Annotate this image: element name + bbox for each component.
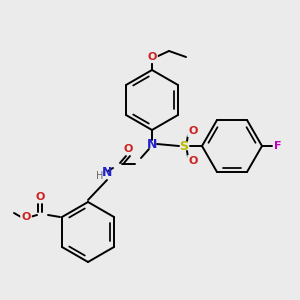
Text: H: H [96,171,104,181]
Text: O: O [188,126,198,136]
Text: O: O [147,52,157,62]
Text: S: S [179,140,188,152]
Text: O: O [21,212,31,222]
Text: N: N [147,137,157,151]
Text: N: N [102,167,112,179]
Text: O: O [188,156,198,166]
Text: O: O [35,192,45,202]
Text: F: F [274,141,282,151]
Text: O: O [123,144,133,154]
